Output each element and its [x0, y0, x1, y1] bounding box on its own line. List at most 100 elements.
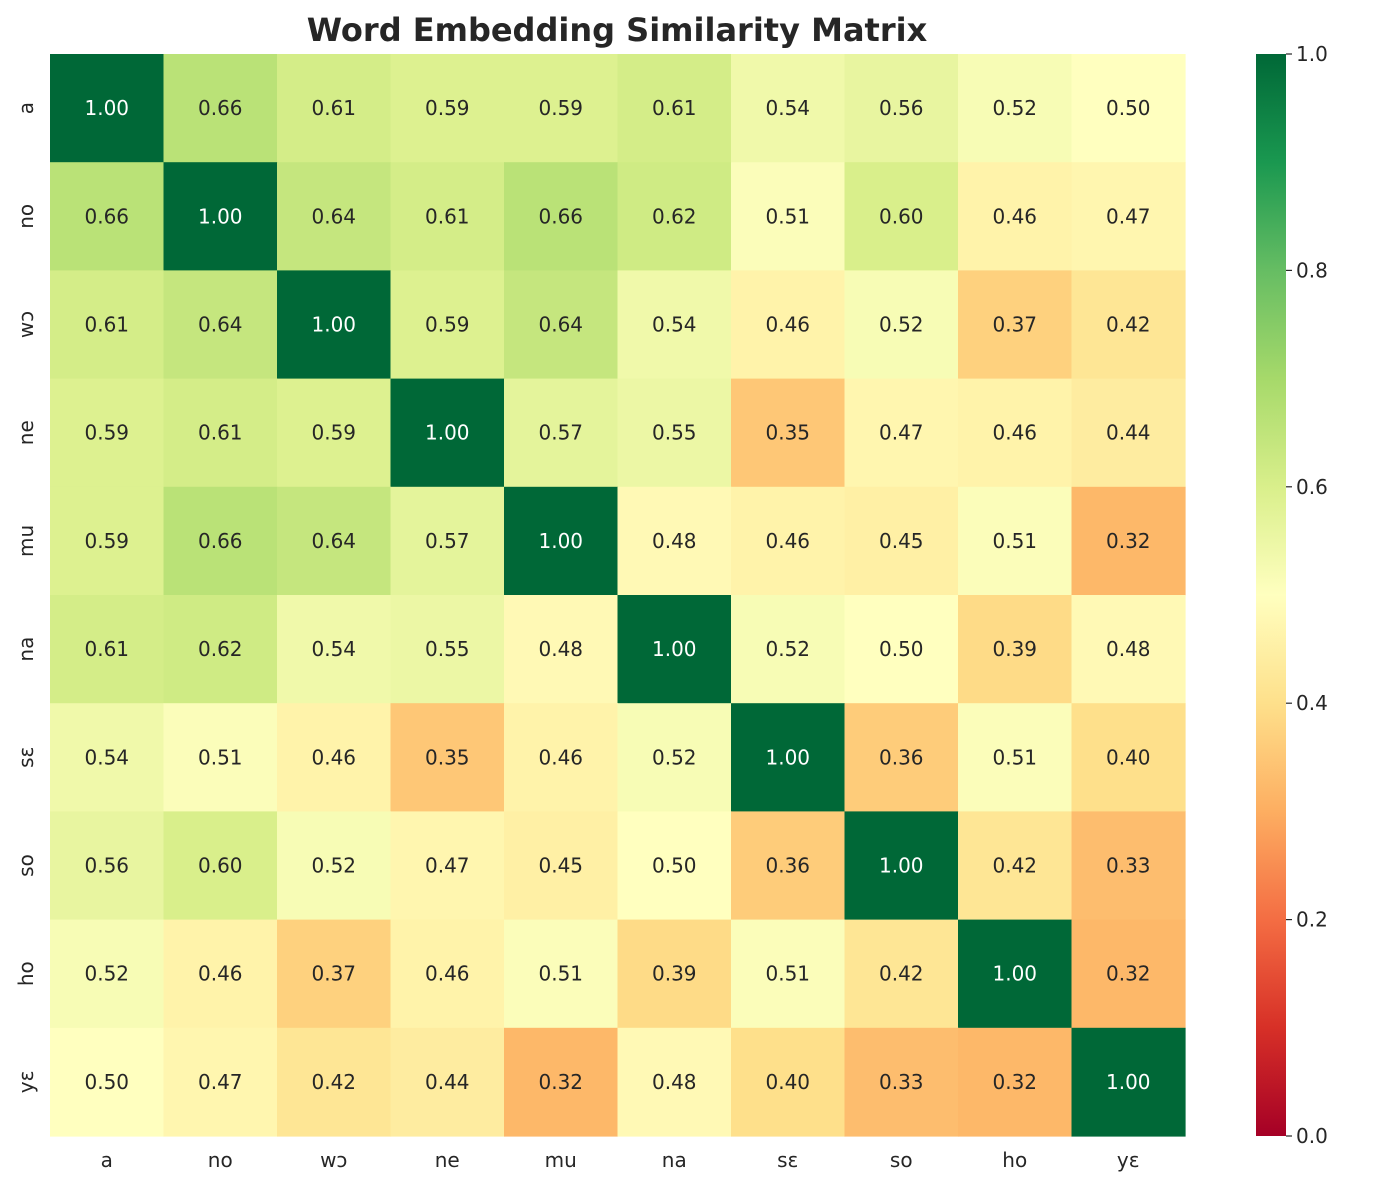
cell-value-label: 0.46	[311, 745, 356, 769]
cell-value-label: 0.47	[879, 421, 924, 445]
heatmap-cell	[277, 919, 392, 1029]
heatmap-cell	[844, 1027, 959, 1137]
x-tick-label: mu	[545, 1148, 577, 1172]
cell-value-label: 0.52	[992, 96, 1037, 120]
heatmap-cell	[277, 703, 392, 812]
cell-value-label: 1.00	[879, 854, 924, 878]
cell-value-label: 0.52	[652, 745, 697, 769]
heatmap-cell	[731, 486, 846, 596]
cell-value-label: 0.48	[538, 637, 583, 661]
y-tick-label: a	[14, 102, 38, 114]
y-tick-label: so	[14, 854, 38, 877]
heatmap-cell	[390, 378, 505, 488]
cell-value-label: 0.54	[84, 745, 129, 769]
heatmap-cell	[163, 811, 278, 921]
colorbar-tick-label: 0.8	[1296, 258, 1328, 282]
heatmap-cell	[163, 919, 278, 1029]
cell-value-label: 0.61	[425, 204, 470, 228]
heatmap-cell	[844, 162, 959, 271]
cell-value-label: 0.42	[311, 1070, 356, 1094]
cell-value-label: 0.55	[425, 637, 470, 661]
heatmap-cell	[504, 595, 619, 704]
cell-value-label: 0.57	[538, 421, 583, 445]
cell-value-label: 0.52	[765, 637, 810, 661]
heatmap-cell	[390, 162, 505, 271]
cell-value-label: 1.00	[425, 421, 470, 445]
cell-value-label: 0.54	[652, 313, 697, 337]
y-tick-label: no	[14, 204, 38, 229]
cell-value-label: 1.00	[84, 96, 129, 120]
heatmap-cell	[731, 595, 846, 704]
heatmap-cell	[277, 162, 392, 271]
cell-value-label: 0.50	[879, 637, 924, 661]
heatmap-cell	[844, 54, 959, 163]
cell-value-label: 0.51	[992, 745, 1037, 769]
cell-value-label: 0.61	[311, 96, 356, 120]
heatmap-cells: 1.00 0.66 0.61 0.59 0.59 0.61 0.54 0.56 0.52 0.50…	[50, 54, 1186, 1137]
cell-value-label: 0.46	[992, 204, 1037, 228]
heatmap-cell	[958, 919, 1073, 1029]
heatmap-cell	[958, 162, 1073, 271]
heatmap-cell	[844, 378, 959, 488]
cell-value-label: 0.52	[84, 962, 129, 986]
heatmap-cell	[504, 54, 619, 163]
cell-value-label: 0.61	[84, 637, 129, 661]
cell-value-label: 0.32	[992, 1070, 1037, 1094]
cell-value-label: 0.52	[311, 854, 356, 878]
heatmap-cell	[1071, 486, 1186, 596]
heatmap-cell	[617, 162, 732, 271]
heatmap-cell	[844, 919, 959, 1029]
heatmap-cell	[958, 811, 1073, 921]
cell-value-label: 0.59	[84, 421, 129, 445]
y-tick-label: mu	[14, 525, 38, 557]
heatmap-cell	[731, 811, 846, 921]
y-tick-label: na	[14, 637, 38, 662]
colorbar-tick-label: 1.0	[1296, 42, 1328, 66]
cell-value-label: 0.66	[84, 204, 129, 228]
heatmap-cell	[50, 162, 165, 271]
heatmap-cell	[617, 811, 732, 921]
cell-value-label: 0.45	[538, 854, 583, 878]
colorbar-ticks: 0.0 0.2 0.4 0.6 0.8 1.0	[1286, 42, 1328, 1148]
heatmap-cell	[617, 378, 732, 488]
heatmap-cell	[163, 1027, 278, 1137]
heatmap-cell	[390, 703, 505, 812]
heatmap-cell	[731, 162, 846, 271]
cell-value-label: 0.47	[198, 1070, 243, 1094]
heatmap-cell	[163, 486, 278, 596]
heatmap-cell	[163, 378, 278, 488]
x-tick-label: so	[890, 1148, 913, 1172]
heatmap-cell	[1071, 378, 1186, 488]
heatmap-cell	[958, 270, 1073, 380]
y-tick-label: wɔ	[14, 311, 38, 338]
heatmap-cell	[277, 486, 392, 596]
heatmap-cell	[844, 595, 959, 704]
heatmap-cell	[504, 162, 619, 271]
cell-value-label: 0.32	[1106, 962, 1151, 986]
heatmap-cell	[958, 378, 1073, 488]
x-tick-label: wɔ	[320, 1148, 347, 1172]
cell-value-label: 0.62	[652, 204, 697, 228]
heatmap-cell	[1071, 270, 1186, 380]
cell-value-label: 0.64	[538, 313, 583, 337]
cell-value-label: 0.42	[992, 854, 1037, 878]
heatmap-cell	[731, 54, 846, 163]
x-tick-label: no	[208, 1148, 233, 1172]
heatmap-cell	[390, 486, 505, 596]
cell-value-label: 0.61	[652, 96, 697, 120]
heatmap-cell	[844, 270, 959, 380]
heatmap-cell	[277, 270, 392, 380]
heatmap-cell	[617, 1027, 732, 1137]
cell-value-label: 0.33	[879, 1070, 924, 1094]
heatmap-cell	[958, 486, 1073, 596]
y-tick-label: sɛ	[14, 747, 38, 768]
heatmap-cell	[504, 486, 619, 596]
cell-value-label: 0.66	[198, 96, 243, 120]
heatmap-cell	[277, 378, 392, 488]
cell-value-label: 0.64	[311, 529, 356, 553]
cell-value-label: 0.50	[1106, 96, 1151, 120]
cell-value-label: 0.37	[992, 313, 1037, 337]
cell-value-label: 0.44	[1106, 421, 1151, 445]
heatmap-cell	[844, 811, 959, 921]
cell-value-label: 0.56	[84, 854, 129, 878]
